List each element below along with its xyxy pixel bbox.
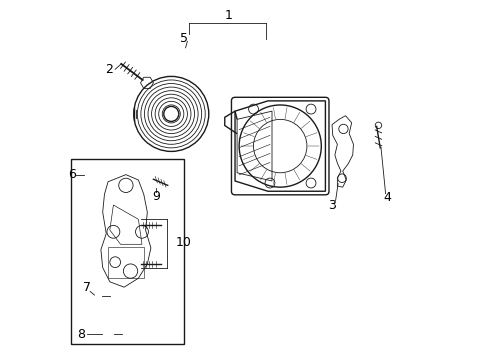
Text: 1: 1 [224,9,232,22]
Text: 4: 4 [383,192,390,204]
Text: 3: 3 [327,198,335,212]
Bar [71,158,183,344]
Text: 9: 9 [152,190,160,203]
Text: 8: 8 [77,328,85,341]
Text: 6: 6 [67,168,75,181]
Text: 7: 7 [83,281,91,294]
Text: 5: 5 [180,32,187,45]
Text: 2: 2 [104,63,112,76]
Text: 10: 10 [176,236,191,249]
